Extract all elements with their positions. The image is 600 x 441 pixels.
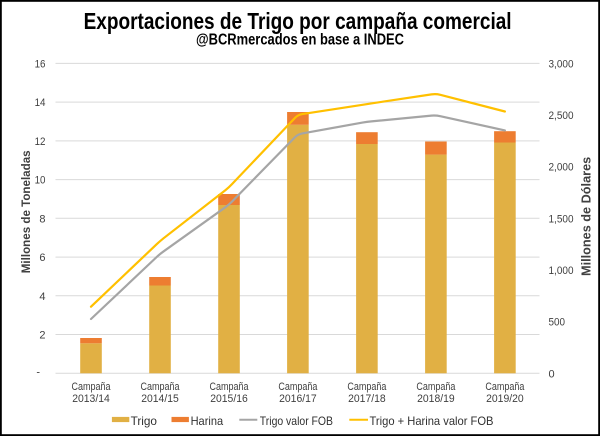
svg-text:2016/17: 2016/17 <box>279 393 317 405</box>
svg-text:-: - <box>36 367 40 379</box>
svg-text:Campaña: Campaña <box>416 381 456 393</box>
svg-text:2015/16: 2015/16 <box>210 393 248 405</box>
svg-text:0: 0 <box>549 368 555 380</box>
svg-text:8: 8 <box>39 213 45 225</box>
svg-text:Trigo + Harina valor FOB: Trigo + Harina valor FOB <box>370 414 494 428</box>
svg-text:Campaña: Campaña <box>278 381 318 393</box>
svg-text:Campaña: Campaña <box>485 381 525 393</box>
svg-text:12: 12 <box>35 136 46 148</box>
svg-text:2019/20: 2019/20 <box>486 393 524 405</box>
svg-text:2013/14: 2013/14 <box>72 393 110 405</box>
svg-text:Exportaciones de Trigo por cam: Exportaciones de Trigo por campaña comer… <box>84 8 512 34</box>
svg-text:500: 500 <box>549 317 566 329</box>
svg-text:16: 16 <box>35 58 46 70</box>
svg-text:Campaña: Campaña <box>72 381 112 393</box>
svg-text:14: 14 <box>35 97 46 109</box>
svg-text:Millones de Toneladas: Millones de Toneladas <box>20 150 33 273</box>
svg-text:Campaña: Campaña <box>210 381 250 393</box>
svg-text:1,500: 1,500 <box>549 213 574 225</box>
svg-text:2: 2 <box>39 330 45 342</box>
svg-text:3,000: 3,000 <box>549 58 574 70</box>
svg-text:2,000: 2,000 <box>549 162 574 174</box>
svg-text:2,500: 2,500 <box>549 110 574 122</box>
svg-text:Trigo valor FOB: Trigo valor FOB <box>260 414 333 428</box>
svg-text:1,000: 1,000 <box>549 265 574 277</box>
svg-text:4: 4 <box>39 291 45 303</box>
svg-text:Campaña: Campaña <box>347 381 387 393</box>
svg-text:Harina: Harina <box>191 414 224 428</box>
svg-text:@BCRmercados en base a INDEC: @BCRmercados en base a INDEC <box>196 32 404 49</box>
svg-text:2014/15: 2014/15 <box>141 393 179 405</box>
svg-text:Trigo: Trigo <box>131 414 158 428</box>
svg-text:Millones de Dólares: Millones de Dólares <box>580 157 594 276</box>
svg-text:10: 10 <box>35 175 46 187</box>
svg-text:2017/18: 2017/18 <box>348 393 386 405</box>
svg-text:Campaña: Campaña <box>141 381 181 393</box>
svg-text:6: 6 <box>39 252 45 264</box>
svg-text:2018/19: 2018/19 <box>417 393 455 405</box>
